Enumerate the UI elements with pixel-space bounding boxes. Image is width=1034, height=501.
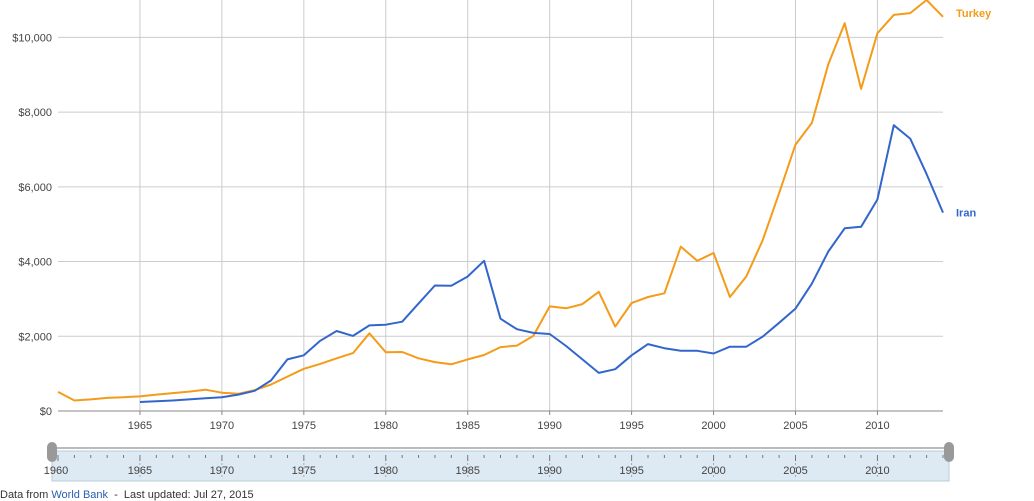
x-tick-label: 1990 xyxy=(537,420,561,432)
source-link[interactable]: World Bank xyxy=(51,489,109,501)
x-tick-label: 1985 xyxy=(455,420,479,432)
legend: Turkey Iran xyxy=(956,8,992,220)
slider-left-handle[interactable] xyxy=(47,442,57,462)
x-tick-label: 1965 xyxy=(128,420,152,432)
slider-right-handle[interactable] xyxy=(944,442,954,462)
slider-start-label: 1960 xyxy=(44,465,68,477)
y-axis: $0 $2,000 $4,000 $6,000 $8,000 $10,000 xyxy=(12,32,52,418)
x-tick-label: 1995 xyxy=(619,420,643,432)
x-tick-label: 1970 xyxy=(210,420,234,432)
slider-tick-label: 2010 xyxy=(865,465,889,477)
turkey-series-line[interactable] xyxy=(57,0,944,402)
source-prefix: Data from xyxy=(0,489,52,501)
grid-lines xyxy=(58,0,943,412)
series-lines[interactable] xyxy=(57,0,944,403)
range-slider[interactable]: 1960 1965 1970 1975 1980 1985 1990 1995 2000 2005… xyxy=(44,442,954,482)
y-tick-label: $8,000 xyxy=(18,107,52,119)
slider-tick-label: 2000 xyxy=(701,465,725,477)
x-tick-label: 2000 xyxy=(701,420,725,432)
last-updated: Last updated: Jul 27, 2015 xyxy=(123,489,254,501)
y-tick-label: $4,000 xyxy=(18,257,52,269)
slider-tick-label: 1975 xyxy=(292,465,316,477)
x-tick-label: 2010 xyxy=(865,420,889,432)
x-tick-label: 1980 xyxy=(374,420,398,432)
source-attribution: Data from World Bank - Last updated: Jul… xyxy=(0,489,254,501)
slider-tick-label: 1965 xyxy=(128,465,152,477)
turkey-legend-label: Turkey xyxy=(956,8,992,20)
slider-top-rule xyxy=(52,447,949,449)
slider-tick-label: 1980 xyxy=(374,465,398,477)
slider-tick-label: 1990 xyxy=(537,465,561,477)
slider-tick-label: 2005 xyxy=(783,465,807,477)
y-tick-label: $2,000 xyxy=(18,331,52,343)
iran-legend-label: Iran xyxy=(956,208,976,220)
slider-tick-label: 1970 xyxy=(210,465,234,477)
slider-tick-label: 1995 xyxy=(619,465,643,477)
x-tick-label: 1975 xyxy=(292,420,316,432)
iran-series-line[interactable] xyxy=(139,124,944,403)
slider-tick-label: 1985 xyxy=(455,465,479,477)
x-axis: 1965 1970 1975 1980 1985 1990 1995 2000 2005 2010 xyxy=(58,410,943,432)
y-tick-label: $0 xyxy=(40,406,52,418)
y-tick-label: $10,000 xyxy=(12,32,52,44)
x-tick-label: 2005 xyxy=(783,420,807,432)
y-tick-label: $6,000 xyxy=(18,182,52,194)
